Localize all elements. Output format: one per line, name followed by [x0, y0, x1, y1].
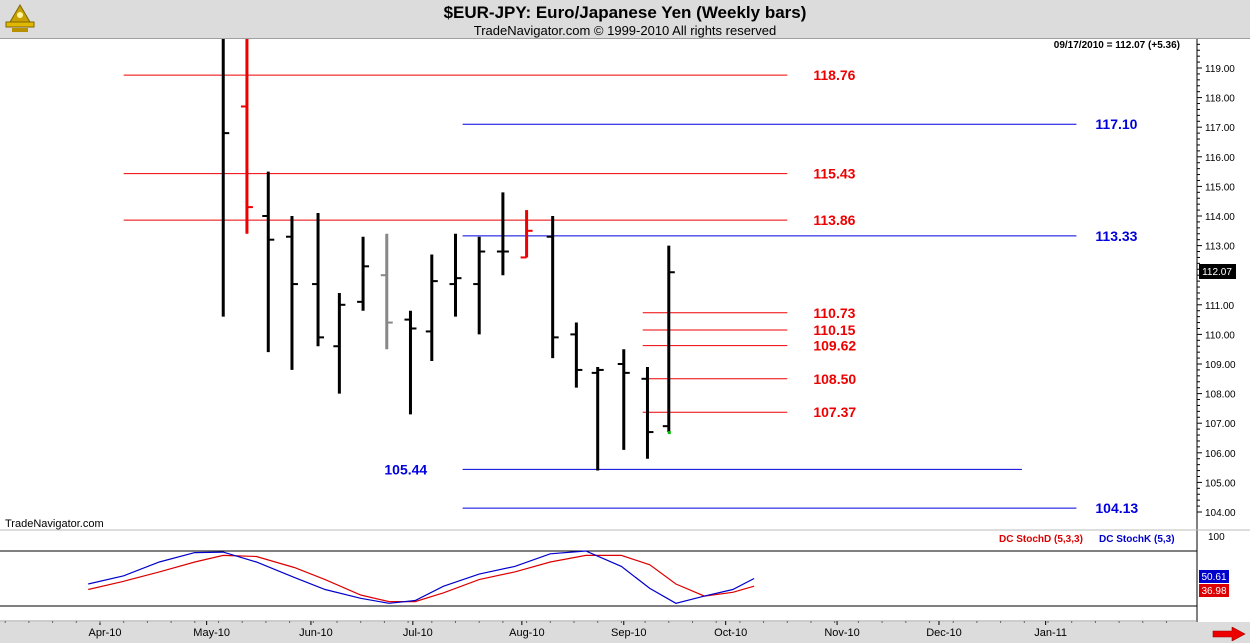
level-label: 110.15: [813, 322, 855, 338]
y-tick-label: 110.00: [1205, 330, 1235, 341]
stoch-k-legend: DC StochK (5,3): [1099, 534, 1175, 545]
level-label: 108.50: [813, 371, 856, 387]
level-label: 109.62: [813, 338, 856, 354]
last-price-box: 112.07: [1199, 264, 1236, 279]
stoch-d-value: 36.98: [1201, 586, 1226, 597]
stoch-d-value-box: 36.98: [1199, 584, 1229, 597]
stoch-d-line: [88, 554, 755, 603]
y-tick-label: 117.00: [1205, 123, 1235, 134]
y-tick-label: 106.00: [1205, 449, 1236, 460]
y-tick-label: 104.00: [1205, 508, 1236, 519]
x-tick-label: Aug-10: [509, 627, 544, 639]
y-tick-label: 116.00: [1205, 153, 1235, 164]
x-tick-label: Apr-10: [88, 627, 121, 639]
scroll-right-arrow-icon[interactable]: [1212, 627, 1246, 641]
y-tick-label: 115.00: [1205, 182, 1235, 193]
chart-title: $EUR-JPY: Euro/Japanese Yen (Weekly bars…: [443, 3, 807, 22]
last-bar-marker: [667, 431, 671, 435]
y-tick-label: 107.00: [1205, 419, 1236, 430]
level-label: 117.10: [1095, 116, 1137, 132]
navigator-logo-icon[interactable]: [2, 2, 38, 36]
level-label: 105.44: [384, 461, 427, 477]
y-tick-label: 109.00: [1205, 360, 1236, 371]
last-info: 09/17/2010 = 112.07 (+5.36): [1054, 40, 1180, 51]
bars-layer: [217, 22, 675, 471]
x-axis: Apr-10 May-10 Jun-10 Jul-10 Aug-10 Sep-10 Oct-…: [4, 621, 1167, 639]
stoch-d-legend: DC StochD (5,3,3): [999, 534, 1083, 545]
level-label: 104.13: [1095, 500, 1138, 516]
x-tick-label: Oct-10: [714, 627, 747, 639]
x-tick-label: May-10: [193, 627, 230, 639]
x-tick-label: Jul-10: [403, 627, 433, 639]
y-axis: 104.00 105.00 106.00 107.00 108.00 109.00 110.…: [1197, 43, 1236, 519]
y-tick-label: 111.00: [1205, 301, 1235, 312]
x-tick-label: Dec-10: [926, 627, 961, 639]
chart-header: $EUR-JPY: Euro/Japanese Yen (Weekly bars…: [0, 0, 1250, 39]
chart-subtitle: TradeNavigator.com © 1999-2010 All right…: [473, 23, 777, 38]
stoch-top-label: 100: [1208, 532, 1225, 543]
y-tick-label: 113.00: [1205, 242, 1235, 253]
x-tick-label: Jan-11: [1034, 627, 1067, 639]
level-label: 118.76: [813, 67, 855, 83]
stoch-k-value-box: 50.61: [1199, 570, 1229, 583]
y-tick-label: 114.00: [1205, 212, 1235, 223]
stoch-k-line: [88, 550, 755, 604]
level-label: 113.86: [813, 212, 855, 228]
stoch-k-value: 50.61: [1201, 572, 1226, 583]
y-tick-label: 119.00: [1205, 64, 1235, 75]
y-tick-label: 108.00: [1205, 390, 1236, 401]
y-tick-label: 105.00: [1205, 478, 1236, 489]
x-tick-label: Jun-10: [299, 627, 333, 639]
x-tick-label: Nov-10: [824, 627, 859, 639]
x-tick-label: Sep-10: [611, 627, 646, 639]
level-label: 115.43: [813, 166, 855, 182]
level-label: 107.37: [813, 404, 856, 420]
last-price-label: 112.07: [1202, 267, 1232, 278]
level-label: 110.73: [813, 305, 855, 321]
watermark: TradeNavigator.com: [5, 518, 104, 530]
y-tick-label: 118.00: [1205, 94, 1235, 105]
levels-layer: 118.76 117.10 115.43 113.86 113.33 110.73110.…: [123, 67, 1138, 516]
level-label: 113.33: [1095, 228, 1137, 244]
stochastic-panel: [88, 550, 755, 604]
date-axis-bar: [0, 622, 1250, 643]
